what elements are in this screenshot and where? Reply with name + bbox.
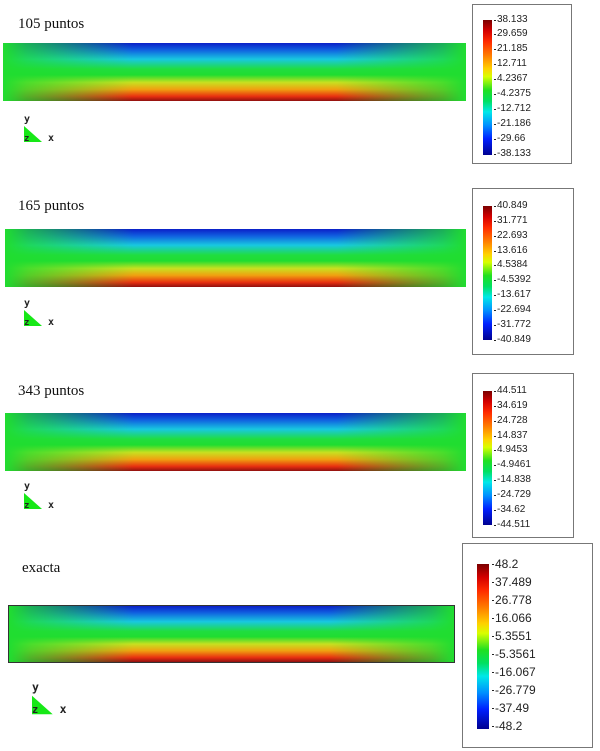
colorbar-tick: 44.511 xyxy=(494,385,527,396)
axis-x-label: x xyxy=(48,317,55,328)
colorbar xyxy=(483,391,492,525)
colorbar-tick: -5.3561 xyxy=(492,647,536,661)
colorbar-tick: 5.3551 xyxy=(492,629,532,643)
colorbar-legend: 44.511 34.619 24.728 14.837 4.9453 -4.94… xyxy=(472,373,574,538)
colorbar-tick: -12.712 xyxy=(494,103,531,114)
axis-triangle-icon xyxy=(24,126,42,142)
colorbar-tick: -4.2375 xyxy=(494,88,531,99)
panel-105-puntos: 105 puntos y z x 38.133 29.659 21.185 12… xyxy=(0,0,600,175)
colorbar-tick: -16.067 xyxy=(492,665,536,679)
axis-y-label: y xyxy=(24,481,31,492)
colorbar-tick: 4.5384 xyxy=(494,259,528,270)
colorbar-tick: 21.185 xyxy=(494,43,528,54)
colorbar xyxy=(483,20,492,155)
contour-field xyxy=(5,229,466,287)
colorbar-tick: 22.693 xyxy=(494,230,528,241)
axis-triad: y z x xyxy=(24,114,64,154)
axis-y-label: y xyxy=(32,682,39,695)
panel-title: 343 puntos xyxy=(18,383,85,399)
colorbar-tick: 48.2 xyxy=(491,557,519,571)
colorbar-tick: -31.772 xyxy=(494,319,531,330)
colorbar-tick: 16.066 xyxy=(492,611,532,625)
colorbar xyxy=(477,564,489,729)
colorbar-tick: -44.511 xyxy=(493,519,531,530)
axis-triad: y z x xyxy=(24,298,64,338)
colorbar-tick: -38.133 xyxy=(494,148,531,159)
axis-triangle-icon xyxy=(24,310,42,326)
contour-field xyxy=(3,43,466,101)
colorbar-tick: 12.711 xyxy=(494,58,527,69)
colorbar-tick: -40.849 xyxy=(494,334,531,345)
colorbar-tick: -37.49 xyxy=(491,701,530,715)
panel-165-puntos: 165 puntos y z x 40.849 31.771 22.693 13… xyxy=(0,185,600,360)
colorbar-tick: 31.771 xyxy=(494,215,528,226)
axis-triad: y z x xyxy=(32,682,78,728)
colorbar-tick: 29.659 xyxy=(494,28,528,39)
colorbar-tick: 37.489 xyxy=(492,575,532,589)
colorbar-tick: -34.62 xyxy=(493,504,526,515)
colorbar-tick: 4.2367 xyxy=(494,73,528,84)
axis-y-label: y xyxy=(24,114,31,125)
colorbar-tick: 4.9453 xyxy=(494,444,528,455)
axis-z-label: z xyxy=(24,134,30,144)
axis-z-label: z xyxy=(32,705,39,717)
axis-x-label: x xyxy=(59,703,67,717)
contour-field xyxy=(5,413,466,471)
colorbar-tick: 26.778 xyxy=(492,593,532,607)
colorbar xyxy=(483,206,492,340)
field-end-fade xyxy=(3,43,466,101)
axis-z-label: z xyxy=(24,501,30,511)
field-end-fade xyxy=(5,229,466,287)
panel-title: 165 puntos xyxy=(18,198,85,214)
panel-title: 105 puntos xyxy=(18,16,85,32)
colorbar-tick: -4.5392 xyxy=(494,274,531,285)
colorbar-legend: 48.2 37.489 26.778 16.066 5.3551 -5.3561… xyxy=(462,543,593,748)
colorbar-legend: 40.849 31.771 22.693 13.616 4.5384 -4.53… xyxy=(472,188,574,355)
colorbar-tick: -21.186 xyxy=(494,118,531,129)
axis-triangle-icon xyxy=(24,493,42,509)
colorbar-tick: -22.694 xyxy=(494,304,531,315)
colorbar-tick: 14.837 xyxy=(494,430,528,441)
axis-z-label: z xyxy=(24,318,30,328)
axis-triangle-icon xyxy=(32,695,53,715)
colorbar-tick: -4.9461 xyxy=(494,459,531,470)
colorbar-tick: -48.2 xyxy=(491,719,523,733)
colorbar-tick: -29.66 xyxy=(493,133,526,144)
contour-field xyxy=(8,605,455,663)
colorbar-tick: -14.838 xyxy=(494,474,531,485)
panel-exacta: exacta y z x 48.2 37.489 26.778 16.066 5… xyxy=(0,540,600,751)
axis-y-label: y xyxy=(24,298,31,309)
panel-title: exacta xyxy=(22,560,61,576)
colorbar-tick: 13.616 xyxy=(494,245,528,256)
colorbar-tick: -24.729 xyxy=(494,489,531,500)
colorbar-tick: 38.133 xyxy=(494,14,528,25)
axis-x-label: x xyxy=(48,133,55,144)
axis-x-label: x xyxy=(48,500,55,511)
axis-triad: y z x xyxy=(24,481,64,521)
colorbar-legend: 38.133 29.659 21.185 12.711 4.2367 -4.23… xyxy=(472,4,572,164)
panel-343-puntos: 343 puntos y z x 44.511 34.619 24.728 14… xyxy=(0,370,600,540)
colorbar-tick: -13.617 xyxy=(494,289,531,300)
colorbar-tick: 34.619 xyxy=(494,400,528,411)
colorbar-tick: -26.779 xyxy=(492,683,536,697)
colorbar-tick: 40.849 xyxy=(494,200,528,211)
colorbar-tick: 24.728 xyxy=(494,415,528,426)
field-end-fade xyxy=(5,413,466,471)
field-end-fade xyxy=(9,606,454,662)
